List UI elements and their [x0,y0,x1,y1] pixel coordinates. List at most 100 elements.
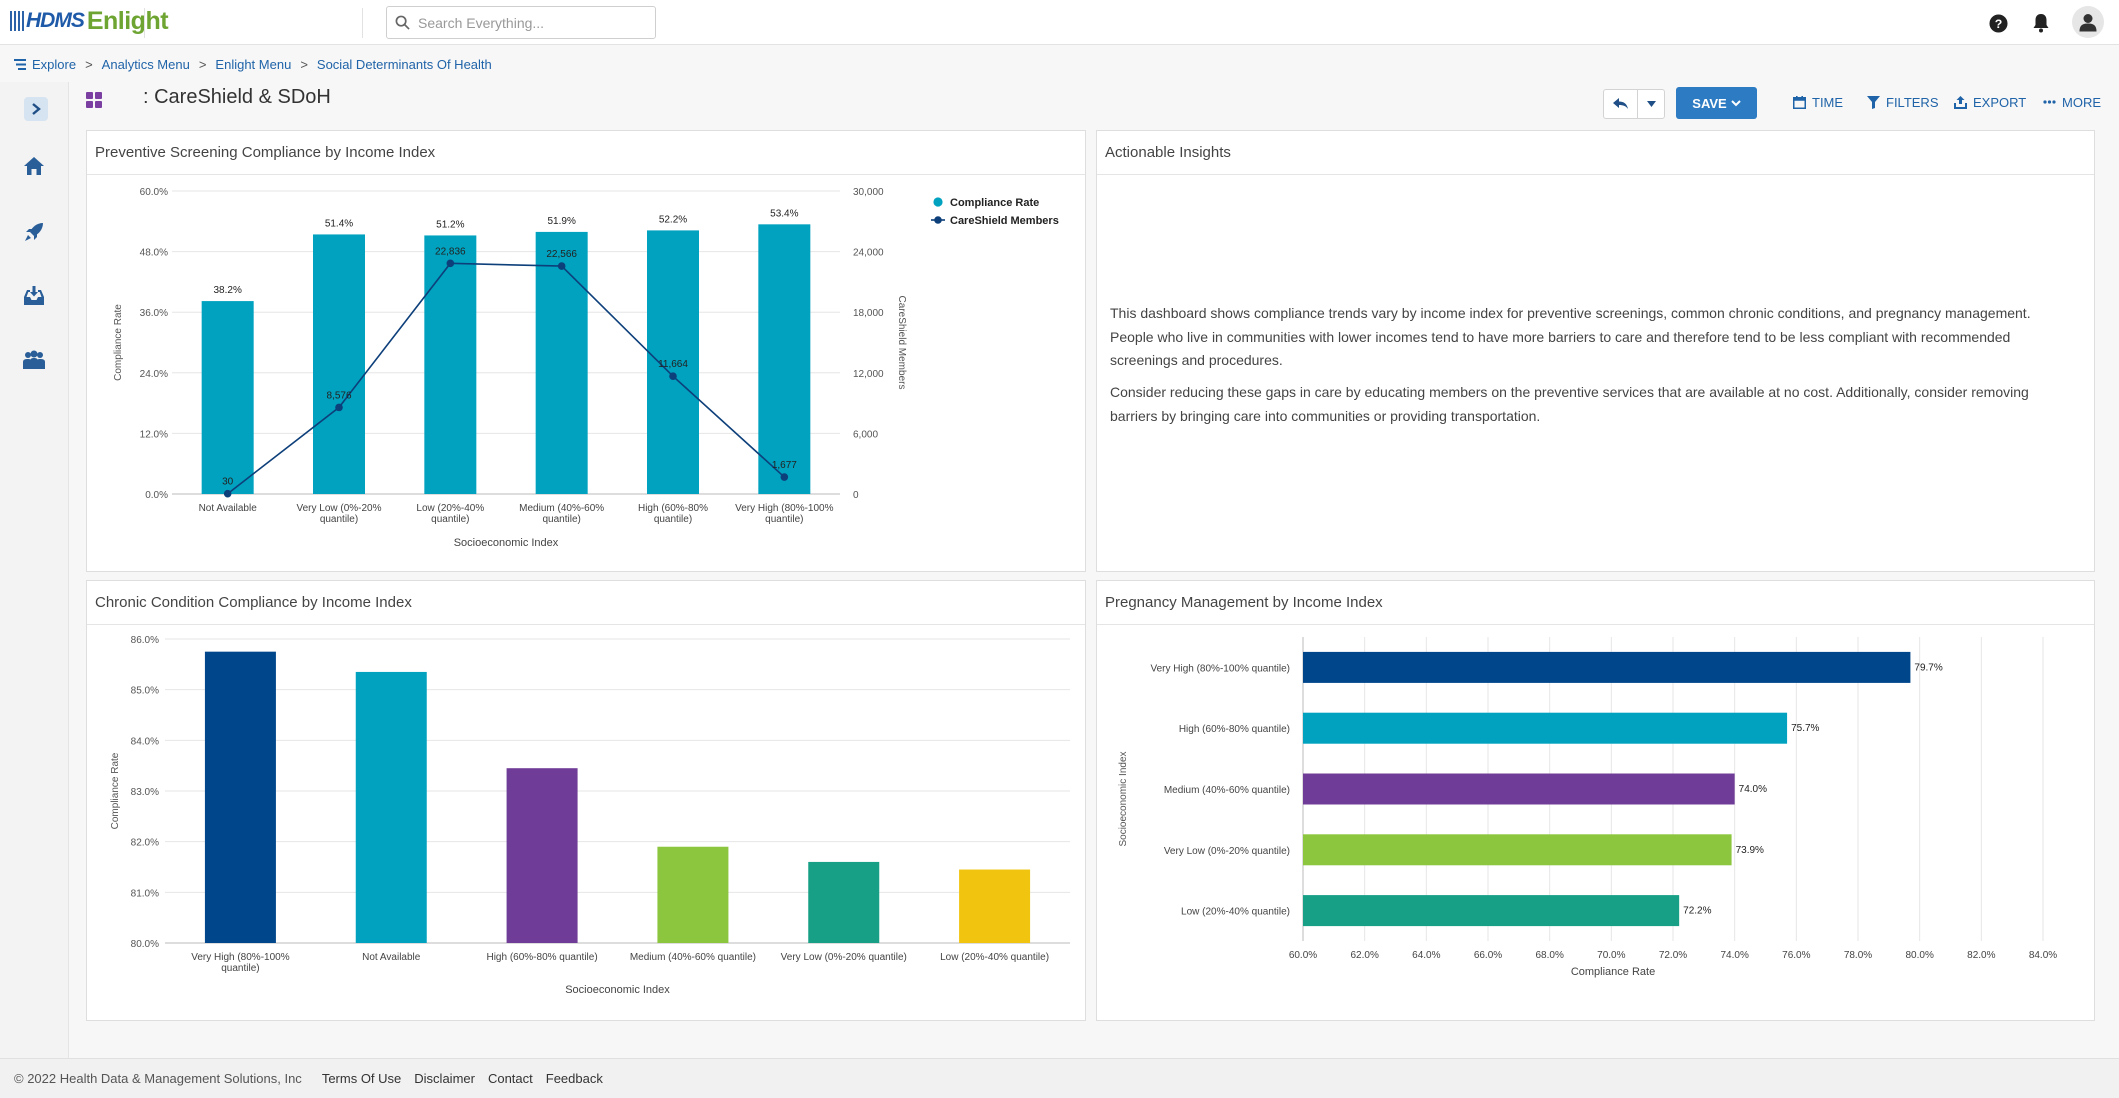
line-data-label: 1,677 [772,460,797,471]
x-tick-label: 64.0% [1412,950,1440,961]
left-nav-rail [0,82,69,1058]
user-icon [2079,14,2097,32]
bar [1303,651,1911,683]
panel-title: Chronic Condition Compliance by Income I… [87,581,1085,625]
more-label: MORE [2062,94,2101,110]
x-tick-label: 70.0% [1597,950,1625,961]
bar [201,301,254,494]
x-tick-label: 72.0% [1659,950,1687,961]
explore-menu-icon[interactable] [14,58,26,70]
y-tick-label: Very High (80%-100% quantile) [1150,663,1290,674]
y2-axis-title: CareShield Members [896,296,907,390]
actionable-insights-panel: Actionable Insights [1096,130,2095,572]
legend-label: CareShield Members [950,215,1059,227]
x-axis-title: Socioeconomic Index [565,984,670,996]
breadcrumb-social-determinants[interactable]: Social Determinants Of Health [316,56,492,72]
svg-text:?: ? [1994,16,2002,30]
x-tick-label: Medium (40%-60% [519,503,604,514]
line-data-label: 30 [222,477,234,488]
x-tick-label: 76.0% [1782,950,1810,961]
breadcrumb-separator: > [300,56,308,72]
breadcrumb-enlight-menu[interactable]: Enlight Menu [215,56,292,72]
x-tick-label: Not Available [362,952,421,963]
y-tick-label: 84.0% [131,736,159,747]
x-tick-label: Very High (80%-100% [191,952,289,963]
disclaimer-link[interactable]: Disclaimer [414,1071,475,1086]
x-tick-label: 84.0% [2029,950,2057,961]
chronic-condition-chart: 80.0% 81.0% 82.0% 83.0% 84.0% 85.0% 86.0% Very … [110,635,1070,996]
bar-data-label: 51.9% [547,216,575,227]
time-label: TIME [1812,94,1844,110]
breadcrumb-separator: > [85,56,93,72]
notifications-bell-icon[interactable] [2028,10,2054,36]
chronic-condition-panel: Chronic Condition Compliance by Income I… [86,580,1086,1021]
undo-history-dropdown[interactable] [1638,90,1664,118]
pregnancy-management-chart: 60.0% 62.0% 64.0% 66.0% 68.0% 70.0% 72.0% 74.0%… [1118,637,2057,978]
y-tick-label: 12.0% [140,429,168,440]
line-data-label: 8,576 [326,390,351,401]
filter-funnel-icon [1867,95,1880,109]
x-tick-label: Not Available [199,503,258,514]
nav-home[interactable] [20,152,48,180]
preventive-screening-panel: Preventive Screening Compliance by Incom… [86,130,1086,572]
nav-launch[interactable] [20,218,48,246]
users-group-icon [23,350,45,369]
x-tick-label: quantile) [654,514,692,525]
contact-link[interactable]: Contact [487,1071,533,1086]
x-tick-label: Very Low (0%-20% [296,503,381,514]
bar [355,671,427,943]
y-tick-label: 36.0% [140,308,168,319]
page-title: : CareShield & SDoH [143,86,331,108]
y-tick-label: 82.0% [131,838,159,849]
x-tick-label: High (60%-80% quantile) [486,952,597,963]
user-avatar[interactable] [2072,6,2104,38]
more-menu-button[interactable]: MORE [2043,92,2101,112]
x-tick-label: quantile) [431,514,469,525]
y2-tick-label: 6,000 [853,429,878,440]
y-tick-label: 80.0% [131,939,159,950]
search-input[interactable] [418,14,648,31]
breadcrumb-analytics-menu[interactable]: Analytics Menu [101,56,190,72]
x-tick-label: Very Low (0%-20% quantile) [781,952,907,963]
bar-data-label: 53.4% [770,208,798,219]
bar-data-label: 52.2% [659,214,687,225]
y-tick-label: 86.0% [131,635,159,646]
feedback-link[interactable]: Feedback [545,1071,603,1086]
bar-data-label: 73.9% [1736,845,1764,856]
nav-members[interactable] [20,346,48,374]
nav-inbox[interactable] [20,282,48,310]
expand-sidebar-button[interactable] [24,97,48,121]
export-label: EXPORT [1973,94,2027,110]
y-tick-label: 83.0% [131,787,159,798]
breadcrumb-explore[interactable]: Explore [32,56,77,72]
breadcrumb-separator: > [198,56,207,72]
undo-button-group [1603,89,1665,119]
filters-button[interactable]: FILTERS [1867,92,1939,112]
chevron-right-icon [32,103,41,115]
calendar-icon [1793,95,1806,109]
x-tick-label: Medium (40%-60% quantile) [630,952,756,963]
undo-button[interactable] [1604,90,1638,118]
legend-label: Compliance Rate [950,197,1039,209]
legend-swatch [933,197,943,207]
hdms-enlight-logo[interactable]: HDMS Enlight [10,5,169,37]
bar [1303,834,1732,866]
export-upload-icon [1954,95,1967,109]
time-button[interactable]: TIME [1793,92,1843,112]
x-tick-label: quantile) [221,963,259,974]
x-axis-title: Socioeconomic Index [454,537,559,549]
global-search[interactable] [386,6,656,39]
y-axis-title: Compliance Rate [113,304,124,381]
help-icon[interactable]: ? [1985,10,2011,36]
x-tick-label: 62.0% [1350,950,1378,961]
bar-data-label: 75.7% [1791,723,1819,734]
line-point [780,473,789,481]
y2-tick-label: 30,000 [853,187,884,198]
export-button[interactable]: EXPORT [1954,92,2026,112]
y-tick-label: Medium (40%-60% quantile) [1164,785,1290,796]
save-button[interactable]: SAVE [1676,87,1757,119]
dashboard-grid-icon[interactable] [86,92,102,108]
caret-down-icon [1646,101,1656,107]
bar [313,234,365,494]
terms-of-use-link[interactable]: Terms Of Use [321,1071,402,1086]
